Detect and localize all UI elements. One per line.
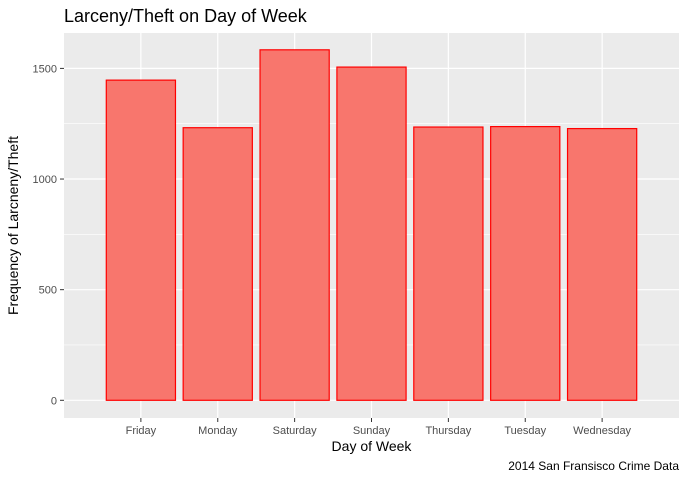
bar-sunday bbox=[336, 66, 407, 401]
x-axis-title: Day of Week bbox=[332, 438, 413, 454]
bar-wednesday bbox=[566, 127, 638, 401]
y-axis-title: Frequency of Larcneny/Theft bbox=[5, 136, 21, 315]
y-tick-label: 1000 bbox=[33, 174, 57, 186]
y-axis-ticks: 0 500 1000 1500 bbox=[33, 63, 64, 407]
x-tick-label: Saturday bbox=[273, 425, 318, 437]
y-tick-label: 0 bbox=[51, 395, 57, 407]
bar-monday bbox=[182, 127, 253, 401]
x-axis-ticks: Friday Monday Saturday Sunday Thursday Tuesda… bbox=[126, 418, 632, 437]
x-tick-label: Thursday bbox=[425, 425, 471, 437]
y-tick-label: 1500 bbox=[33, 63, 57, 75]
bars bbox=[105, 49, 638, 401]
y-tick-label: 500 bbox=[39, 285, 57, 297]
chart-caption: 2014 San Fransisco Crime Data bbox=[508, 459, 679, 473]
bar-thursday bbox=[413, 126, 484, 401]
bar-saturday bbox=[259, 49, 330, 401]
bar-tuesday bbox=[490, 125, 561, 401]
chart-title: Larceny/Theft on Day of Week bbox=[64, 6, 308, 26]
x-tick-label: Tuesday bbox=[504, 425, 546, 437]
x-tick-label: Sunday bbox=[353, 425, 391, 437]
x-tick-label: Wednesday bbox=[573, 425, 631, 437]
x-tick-label: Friday bbox=[126, 425, 157, 437]
bar-friday bbox=[105, 79, 177, 401]
x-tick-label: Monday bbox=[198, 425, 238, 437]
